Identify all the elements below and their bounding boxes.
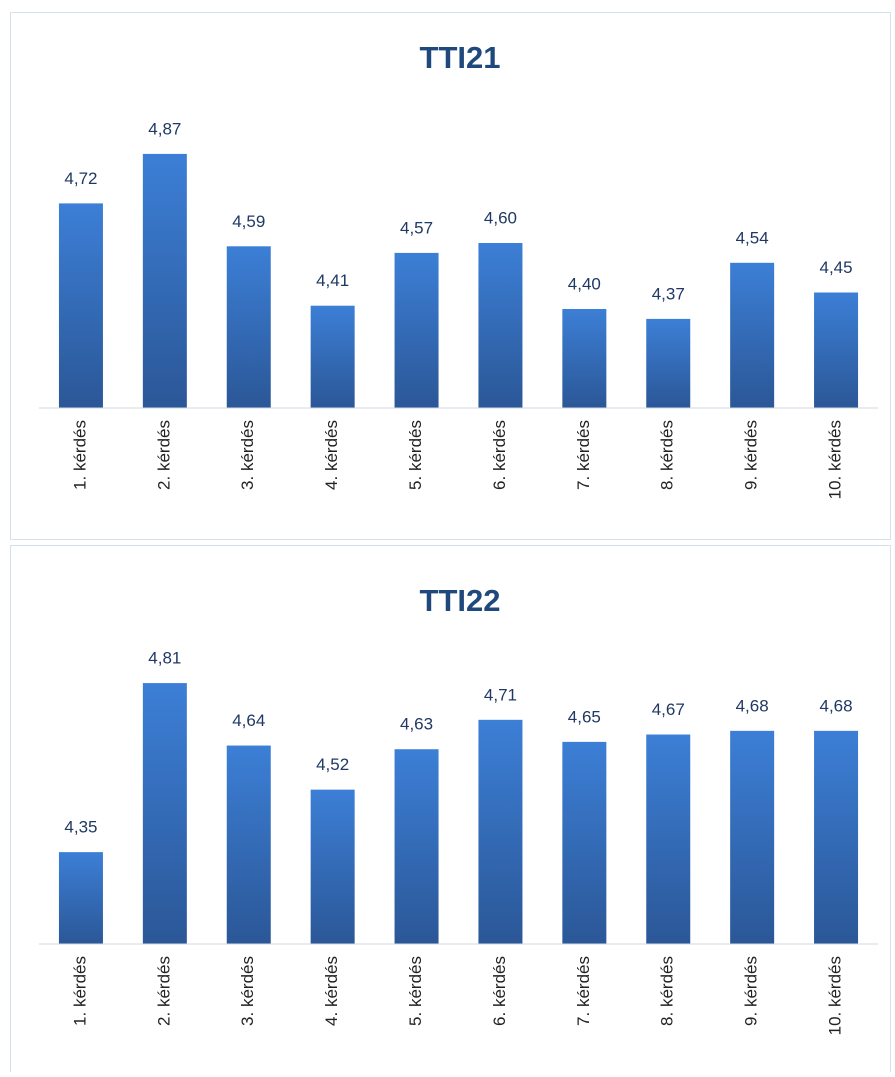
bar <box>310 305 355 408</box>
bar <box>646 318 691 408</box>
bar <box>142 153 187 408</box>
chart-title: TTI22 <box>420 583 501 618</box>
data-label: 4,40 <box>568 274 601 293</box>
data-label: 4,68 <box>820 696 853 715</box>
x-tick-label: 3. kérdés <box>238 420 257 490</box>
bar <box>142 683 187 944</box>
bar <box>562 309 607 408</box>
data-label: 4,63 <box>400 715 433 734</box>
bar <box>58 203 103 408</box>
bar <box>310 789 355 944</box>
data-label: 4,45 <box>820 258 853 277</box>
bar <box>814 730 859 944</box>
x-tick-label: 10. kérdés <box>826 956 845 1035</box>
data-label: 4,68 <box>736 696 769 715</box>
data-label: 4,87 <box>148 119 181 138</box>
data-label: 4,71 <box>484 685 517 704</box>
x-tick-label: 8. kérdés <box>658 956 677 1026</box>
x-tick-label: 2. kérdés <box>154 956 173 1026</box>
x-tick-label: 4. kérdés <box>322 956 341 1026</box>
data-label: 4,52 <box>316 755 349 774</box>
x-tick-label: 2. kérdés <box>154 420 173 490</box>
bar <box>646 734 691 944</box>
bar <box>394 749 439 944</box>
x-tick-label: 1. kérdés <box>70 956 89 1026</box>
x-tick-label: 5. kérdés <box>406 420 425 490</box>
x-tick-label: 9. kérdés <box>742 956 761 1026</box>
bar <box>478 719 523 944</box>
x-tick-label: 6. kérdés <box>490 956 509 1026</box>
x-tick-label: 5. kérdés <box>406 956 425 1026</box>
data-label: 4,64 <box>232 711 265 730</box>
bar <box>562 741 607 944</box>
x-tick-label: 4. kérdés <box>322 420 341 490</box>
x-tick-label: 7. kérdés <box>574 420 593 490</box>
data-label: 4,35 <box>64 818 97 837</box>
data-label: 4,67 <box>652 700 685 719</box>
x-tick-label: 8. kérdés <box>658 420 677 490</box>
data-label: 4,59 <box>232 212 265 231</box>
data-label: 4,65 <box>568 707 601 726</box>
data-label: 4,54 <box>736 228 769 247</box>
bar <box>394 252 439 408</box>
x-tick-label: 7. kérdés <box>574 956 593 1026</box>
chart-title: TTI21 <box>420 40 501 75</box>
x-tick-label: 1. kérdés <box>70 420 89 490</box>
x-tick-label: 3. kérdés <box>238 956 257 1026</box>
bar <box>814 292 859 408</box>
data-label: 4,72 <box>64 169 97 188</box>
x-tick-label: 10. kérdés <box>826 420 845 499</box>
x-tick-label: 6. kérdés <box>490 420 509 490</box>
bar <box>478 243 523 408</box>
x-tick-label: 9. kérdés <box>742 420 761 490</box>
bar <box>730 262 775 408</box>
data-label: 4,81 <box>148 649 181 668</box>
bar <box>730 730 775 944</box>
data-label: 4,57 <box>400 218 433 237</box>
data-label: 4,37 <box>652 284 685 303</box>
bar <box>226 246 271 408</box>
data-label: 4,41 <box>316 271 349 290</box>
bar <box>58 852 103 944</box>
bar <box>226 745 271 944</box>
data-label: 4,60 <box>484 208 517 227</box>
